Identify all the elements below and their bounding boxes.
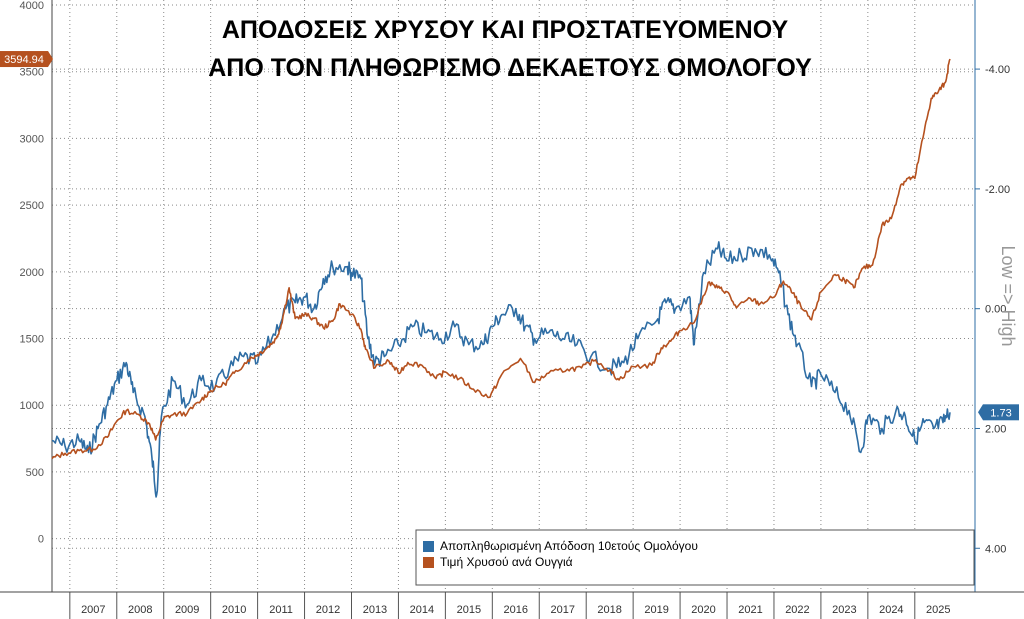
y-right-tick--4.00: -4.00	[985, 64, 1010, 76]
x-tick-2014: 2014	[410, 604, 434, 616]
y-right-tick-4.00: 4.00	[985, 543, 1006, 555]
x-tick-2021: 2021	[738, 604, 762, 616]
series-line-gold	[51, 58, 951, 460]
x-tick-2008: 2008	[128, 604, 152, 616]
yield-last-badge-text: 1.73	[990, 407, 1011, 419]
x-tick-2017: 2017	[550, 604, 574, 616]
x-tick-2009: 2009	[175, 604, 199, 616]
x-tick-2016: 2016	[504, 604, 528, 616]
legend-entry-0: Αποπληθωρισμένη Απόδοση 10ετούς Ομολόγου	[440, 539, 698, 553]
legend-box	[415, 529, 975, 586]
legend-entry-1: Τιμή Χρυσού ανά Ουγγιά	[440, 555, 573, 569]
chart-title: ΑΠΟΔΟΣΕΙΣ ΧΡΥΣΟΥ ΚΑΙ ΠΡΟΣΤΑΤΕΥΟΜΕΝΟΥ ΑΠΟ…	[208, 16, 812, 82]
yield-last-badge-arrow	[978, 404, 983, 421]
y-left-tick-0: 0	[38, 534, 44, 546]
y-right-tick-0.00: 0.00	[985, 304, 1006, 316]
y-right-label: Low => High	[998, 245, 1018, 346]
x-tick-2007: 2007	[81, 604, 105, 616]
legend: Αποπληθωρισμένη Απόδοση 10ετούς Ομολόγου…	[415, 529, 975, 586]
x-tick-2020: 2020	[691, 604, 715, 616]
x-tick-2023: 2023	[832, 604, 856, 616]
y-left-tick-3500: 3500	[20, 67, 44, 79]
legend-swatch-0	[423, 541, 434, 552]
gold-last-badge-arrow	[48, 51, 53, 68]
x-tick-2018: 2018	[597, 604, 621, 616]
grid-lines	[52, 0, 975, 592]
legend-swatch-1	[423, 557, 434, 568]
y-right-tick-2.00: 2.00	[985, 423, 1006, 435]
last-value-badges: 3594.94 1.73	[0, 51, 1019, 421]
series-layer	[51, 58, 951, 498]
x-tick-2013: 2013	[363, 604, 387, 616]
y-left-tick-1500: 1500	[20, 334, 44, 346]
x-tick-2022: 2022	[785, 604, 809, 616]
title-line-2: ΑΠΟ ΤΟΝ ΠΛΗΘΩΡΙΣΜΟ ΔΕΚΑΕΤΟΥΣ ΟΜΟΛΟΓΟΥ	[208, 54, 812, 82]
gold-last-badge-bg	[0, 51, 48, 68]
series-line-yield	[51, 241, 951, 498]
y-left-tick-2000: 2000	[20, 267, 44, 279]
x-tick-2025: 2025	[926, 604, 950, 616]
y-left-tick-3000: 3000	[20, 133, 44, 145]
y-left-tick-1000: 1000	[20, 400, 44, 412]
y-left-tick-500: 500	[26, 467, 44, 479]
x-tick-2011: 2011	[269, 604, 293, 616]
yield-last-badge-bg	[983, 404, 1019, 421]
title-line-1: ΑΠΟΔΟΣΕΙΣ ΧΡΥΣΟΥ ΚΑΙ ΠΡΟΣΤΑΤΕΥΟΜΕΝΟΥ	[222, 16, 789, 44]
y-right-tick--2.00: -2.00	[985, 184, 1010, 196]
x-tick-2012: 2012	[316, 604, 340, 616]
gold-last-badge-text: 3594.94	[4, 54, 44, 66]
y-left-tick-4000: 4000	[20, 0, 44, 12]
x-tick-2015: 2015	[457, 604, 481, 616]
x-tick-2024: 2024	[879, 604, 903, 616]
x-tick-2010: 2010	[222, 604, 246, 616]
y-left-tick-2500: 2500	[20, 200, 44, 212]
x-tick-2019: 2019	[644, 604, 668, 616]
